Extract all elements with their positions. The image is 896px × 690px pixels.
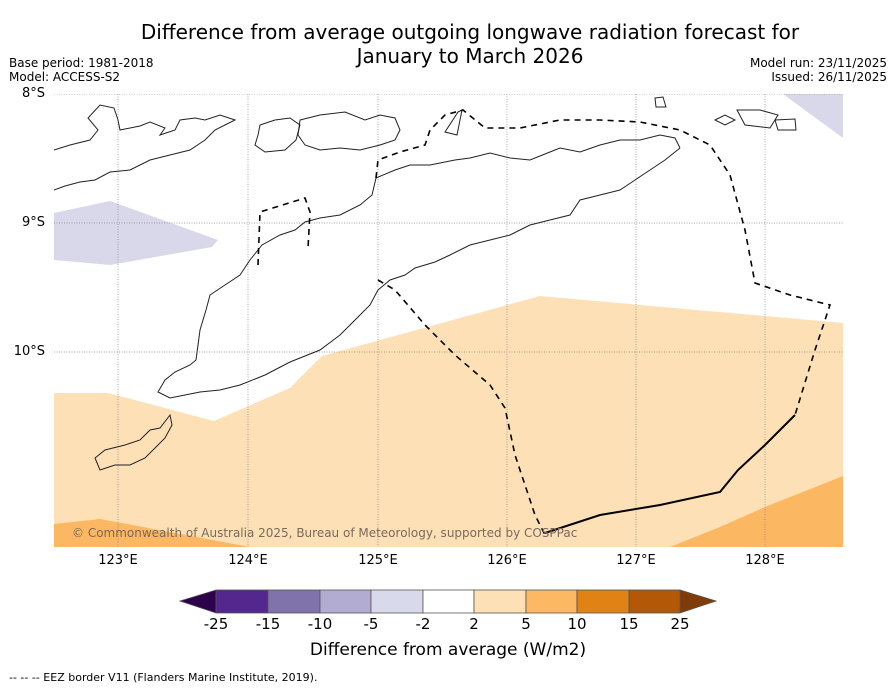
eez-border xyxy=(257,109,832,536)
meta-left: Base period: 1981-2018 Model: ACCESS-S2 xyxy=(9,56,154,84)
title-line-2: January to March 2026 xyxy=(356,44,584,68)
lat-label: 9°S xyxy=(21,215,45,230)
coast-islet-atauro xyxy=(444,109,463,136)
lon-label: 126°E xyxy=(487,553,527,568)
lon-label: 125°E xyxy=(358,553,398,568)
coastlines xyxy=(54,96,797,471)
coast-timor-north xyxy=(375,134,681,179)
colorbar-tick: -10 xyxy=(307,615,333,633)
colorbar-bin-6 xyxy=(525,589,578,614)
region-5-10-southeast xyxy=(670,476,843,547)
chart-title: Difference from average outgoing longwav… xyxy=(100,20,840,68)
colorbar-tick: -2 xyxy=(415,615,431,633)
copyright-notice: © Commonwealth of Australia 2025, Bureau… xyxy=(72,526,578,540)
colorbar xyxy=(178,589,718,614)
colorbar-bin-5 xyxy=(473,589,527,614)
coast-rote xyxy=(94,413,173,471)
coast-west-timor-outline xyxy=(157,177,379,399)
issued-date: Issued: 26/11/2025 xyxy=(771,70,887,84)
eez-border-solid-segment xyxy=(544,414,796,534)
colorbar-over-arrow xyxy=(679,589,718,614)
coast-timor-south xyxy=(377,147,681,291)
lon-label: 123°E xyxy=(98,553,138,568)
lat-label: 8°S xyxy=(21,86,45,101)
region-minus5-minus2-west xyxy=(54,201,218,265)
eez-footnote: -- -- -- EEZ border V11 (Flanders Marine… xyxy=(9,671,318,684)
lat-label: 10°S xyxy=(13,344,45,359)
coast-islet-ne1 xyxy=(654,96,667,108)
coast-islet-ne3 xyxy=(736,109,779,129)
lon-label: 128°E xyxy=(745,553,785,568)
colorbar-tick: 2 xyxy=(469,615,479,633)
colorbar-tick: -15 xyxy=(255,615,281,633)
colorbar-tick: -25 xyxy=(203,615,229,633)
lon-label: 127°E xyxy=(616,553,656,568)
colorbar-tick: 5 xyxy=(521,615,531,633)
colorbar-label: Difference from average (W/m2) xyxy=(309,640,587,660)
colorbar-bin-2 xyxy=(319,589,372,614)
model-run: Model run: 23/11/2025 xyxy=(749,56,887,70)
colorbar-under-arrow xyxy=(178,589,217,614)
lon-label: 124°E xyxy=(228,553,268,568)
title-line-1: Difference from average outgoing longwav… xyxy=(140,20,800,44)
coast-wetar xyxy=(297,111,401,151)
coast-flores xyxy=(54,104,237,191)
region-minus5-minus2-northeast xyxy=(783,94,843,138)
coast-islet-ne4 xyxy=(774,118,797,131)
meta-right: Model run: 23/11/2025 Issued: 26/11/2025 xyxy=(750,56,887,84)
coast-islet-ne2 xyxy=(713,114,737,126)
colorbar-bin-8 xyxy=(628,589,681,614)
region-2-5 xyxy=(54,296,843,547)
colorbar-tick: 25 xyxy=(670,615,690,633)
model-name: Model: ACCESS-S2 xyxy=(9,70,121,84)
colorbar-bin-0 xyxy=(215,589,269,614)
gridlines xyxy=(54,94,843,547)
region-5-10-southwest xyxy=(54,519,250,547)
colorbar-bin-7 xyxy=(576,589,630,614)
colorbar-bin-4 xyxy=(422,589,475,614)
colorbar-bin-3 xyxy=(370,589,424,614)
colorbar-tick: 15 xyxy=(619,615,639,633)
colorbar-bin-1 xyxy=(267,589,321,614)
colorbar-tick: 10 xyxy=(567,615,587,633)
base-period: Base period: 1981-2018 xyxy=(9,56,154,70)
coast-alor-pantar xyxy=(254,117,301,153)
colorbar-tick: -5 xyxy=(363,615,379,633)
